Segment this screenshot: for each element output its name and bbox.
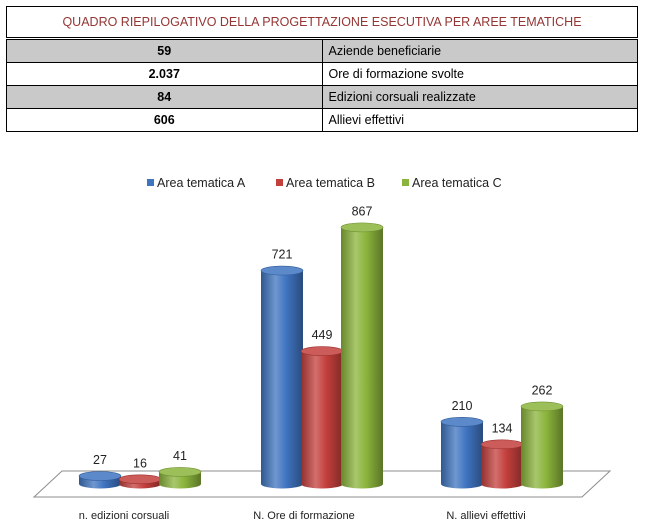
bar-body [521,406,563,489]
bar-top [78,471,122,481]
bar-top [340,222,384,233]
legend-label: Area tematica C [412,176,502,190]
bar [118,474,162,489]
data-label: 867 [352,204,373,218]
category-label: N. allievi effettivi [446,510,525,522]
bar-top [300,346,344,356]
data-label: 41 [173,449,187,463]
data-label: 449 [312,328,333,342]
data-label: 134 [492,421,513,435]
chart-bars: 27 721 210 16 449 134 41 867 262 [78,204,564,489]
bar [158,467,202,489]
chart-legend: Area tematica A Area tematica B Area temat… [147,176,502,190]
bar [520,401,564,489]
row-label: Allievi effettivi [321,108,638,132]
data-label: 721 [272,248,293,262]
bar-top [158,467,202,477]
legend-item: Area tematica C [402,176,502,190]
row-value: 84 [6,85,323,109]
bar-body [261,270,303,489]
row-label: Aziende beneficiarie [321,39,638,63]
category-label: n. edizioni corsuali [79,510,170,522]
row-value: 606 [6,108,323,132]
legend-swatch [147,179,154,186]
bar-body [441,421,483,489]
data-label: 210 [452,399,473,413]
row-label: Edizioni corsuali realizzate [321,85,638,109]
table-row: 2.037 Ore di formazione svolte [6,62,638,86]
bar-top [260,265,304,276]
table-row: 59 Aziende beneficiarie [6,39,638,63]
table-row: 84 Edizioni corsuali realizzate [6,85,638,109]
bar-top [118,474,162,485]
table-title: QUADRO RIEPILOGATIVO DELLA PROGETTAZIONE… [6,6,638,38]
bar-body [341,227,383,489]
table-row: 606 Allievi effettivi [6,108,638,132]
bar [260,265,304,489]
legend-item: Area tematica B [276,176,375,190]
data-label: 262 [532,383,553,397]
bar [78,471,122,489]
bar-top [520,401,564,412]
bar [300,346,344,489]
category-label: N. Ore di formazione [253,510,354,522]
legend-swatch [276,179,283,186]
row-label: Ore di formazione svolte [321,62,638,86]
table-title-row: QUADRO RIEPILOGATIVO DELLA PROGETTAZIONE… [6,6,638,38]
bar-body [301,351,343,489]
bar [480,439,524,489]
row-value: 59 [6,39,323,63]
data-label: 27 [93,453,107,467]
legend-label: Area tematica B [286,176,375,190]
data-label: 16 [133,456,147,470]
legend-swatch [402,179,409,186]
legend-item: Area tematica A [147,176,246,190]
bar-top [480,439,524,450]
bar-top [440,417,484,427]
bar [440,417,484,489]
summary-table: QUADRO RIEPILOGATIVO DELLA PROGETTAZIONE… [6,6,638,132]
bar [340,222,384,489]
bar-body [481,444,523,489]
legend-label: Area tematica A [157,176,246,190]
